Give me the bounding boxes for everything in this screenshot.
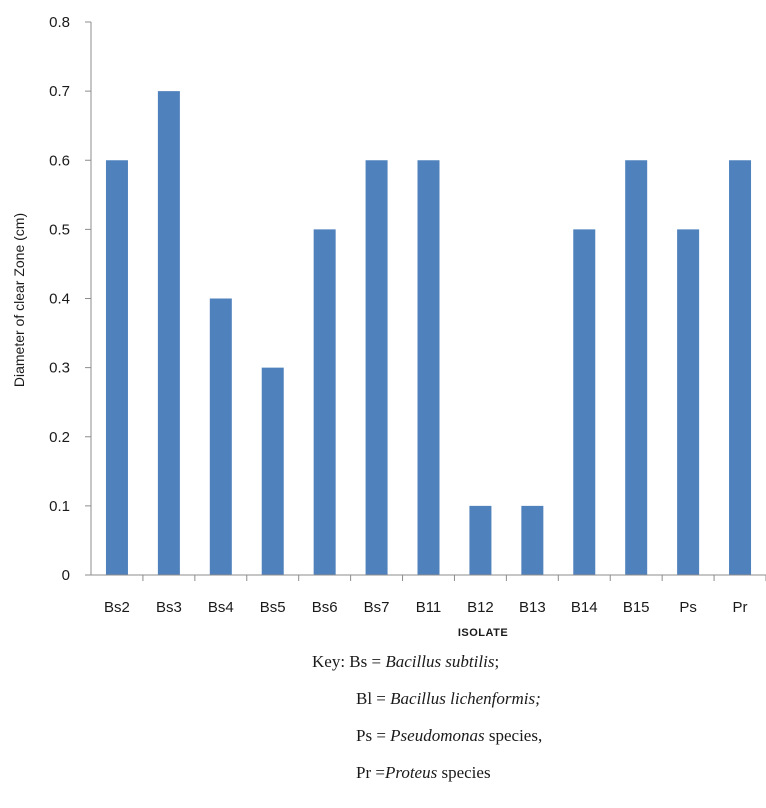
x-tick-label: Ps xyxy=(679,599,697,616)
x-tick-label: Bs2 xyxy=(104,599,130,616)
key-pr-suffix: species xyxy=(437,763,491,782)
x-tick-label: Bs6 xyxy=(312,599,338,616)
key-line-pr: Pr =Proteus species xyxy=(356,763,491,783)
bar-ps xyxy=(677,229,700,575)
x-tick-label: B13 xyxy=(519,599,546,616)
y-tick-label: 0.1 xyxy=(49,498,70,515)
bar-bs2 xyxy=(105,160,128,575)
bar-b11 xyxy=(417,160,440,575)
x-tick-label: Pr xyxy=(733,599,748,616)
key-line-ps: Ps = Pseudomonas species, xyxy=(356,726,542,746)
bar-bs6 xyxy=(313,229,336,575)
x-tick-label: B12 xyxy=(467,599,494,616)
y-tick-label: 0.6 xyxy=(49,152,70,169)
y-tick-label: 0.2 xyxy=(49,429,70,446)
bar-b15 xyxy=(625,160,648,575)
bar-bs3 xyxy=(157,91,180,575)
bar-chart: 00.10.20.30.40.50.60.70.8 Bs2 Bs3 Bs4 Bs5 Bs… xyxy=(11,14,766,639)
bar-pr xyxy=(729,160,752,575)
y-tick-label: 0.5 xyxy=(49,221,70,238)
y-tick-label: 0.7 xyxy=(49,83,70,100)
bar-b14 xyxy=(573,229,596,575)
key-ps-label: Ps = xyxy=(356,726,391,745)
key-line-bs: Key: Bs = Bacillus subtilis; xyxy=(312,652,499,672)
key-pr-species: Proteus xyxy=(384,763,438,782)
x-tick-label: Bs3 xyxy=(156,599,182,616)
bar-bs4 xyxy=(209,298,232,575)
y-tick-label: 0.4 xyxy=(49,291,70,308)
x-tick-label: Bs7 xyxy=(364,599,390,616)
x-tick-label: Bs4 xyxy=(208,599,234,616)
bar-bs5 xyxy=(261,367,284,575)
y-axis-ticks: 0 0.1 0.2 0.3 0.4 0.5 0.6 0.7 0.8 xyxy=(49,14,91,584)
key-ps-species: Pseudomonas xyxy=(390,726,485,745)
x-tick-label: B14 xyxy=(571,599,598,616)
key-pr-label: Pr = xyxy=(356,763,385,782)
bars xyxy=(105,91,752,575)
key-bs-suffix: ; xyxy=(494,652,500,671)
y-tick-label: 0.8 xyxy=(49,14,70,31)
y-axis-title: Diameter of clear Zone (cm) xyxy=(11,213,27,387)
key-line-bl: Bl = Bacillus lichenformis; xyxy=(356,689,541,709)
x-axis-title: ISOLATE xyxy=(458,627,508,639)
bar-bs7 xyxy=(365,160,388,575)
x-tick-label: Bs5 xyxy=(260,599,286,616)
x-axis-tick-labels: Bs2 Bs3 Bs4 Bs5 Bs6 Bs7 B11 B12 B13 B14 B15 Ps Pr xyxy=(104,575,766,616)
key-ps-suffix: species, xyxy=(484,726,543,745)
y-tick-label: 0 xyxy=(62,567,70,584)
x-tick-label: B15 xyxy=(623,599,650,616)
x-tick-label: B11 xyxy=(416,599,442,616)
bar-b13 xyxy=(521,505,544,575)
key-bl-species: Bacillus lichenformis; xyxy=(390,689,541,708)
key-bs-label: Key: Bs = xyxy=(312,652,386,671)
key-bl-label: Bl = xyxy=(356,689,391,708)
bar-b12 xyxy=(469,505,492,575)
y-tick-label: 0.3 xyxy=(49,360,70,377)
key-bs-species: Bacillus subtilis xyxy=(385,652,495,671)
